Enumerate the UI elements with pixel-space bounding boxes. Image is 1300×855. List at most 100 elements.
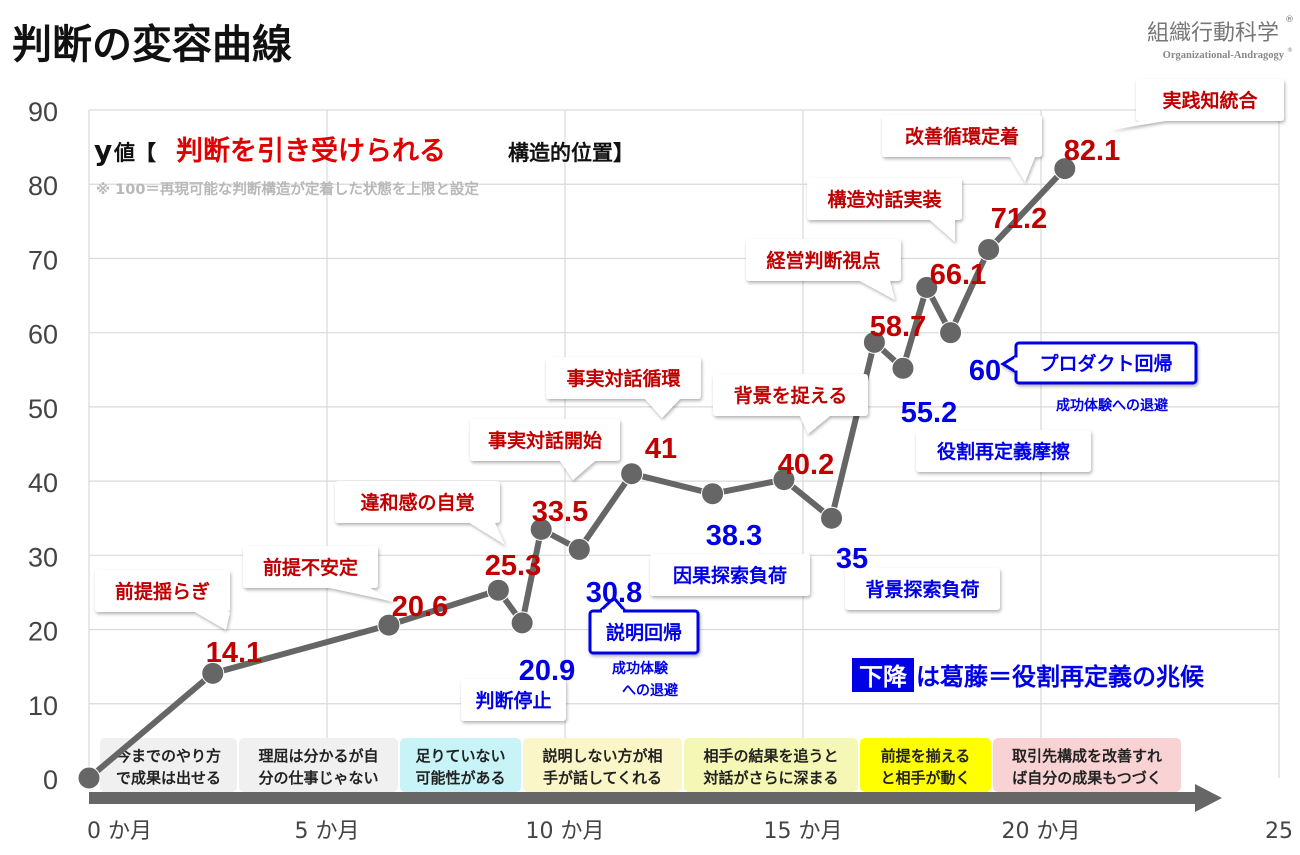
callout-box: [882, 115, 1042, 157]
callout: [807, 178, 962, 242]
axes: 0 10 20 30 40 50 60 70 80 90 0 か月 5 か月 10 か月 15 か月 20 …: [28, 97, 1293, 844]
stage-text-line1: 足りていない: [415, 747, 505, 765]
legend: 下降 は葛藤＝役割再定義の兆候: [852, 658, 1205, 692]
callout-box: [1136, 79, 1284, 121]
x-tick-label: 0 か月: [87, 819, 152, 844]
x-tick-label: 5 か月: [295, 819, 360, 844]
legend-highlight-bg: [852, 658, 914, 692]
decline-annotation: 因果探索負荷 38.3: [650, 520, 810, 596]
value-label: 60: [969, 355, 1001, 387]
stage-text-line1: 前提を揃える: [881, 747, 971, 765]
stage-text-line1: 取引先構成を改善すれ: [1012, 747, 1162, 765]
callout: [882, 115, 1042, 182]
x-tick-label: 20 か月: [1002, 819, 1081, 844]
y-tick-label: 60: [28, 320, 58, 350]
rise-annotation: 背景を捉える 40.2: [713, 374, 868, 481]
value-label: 41: [645, 433, 677, 465]
callout-tail: [800, 416, 830, 434]
callout-text: 背景探索負荷: [865, 578, 979, 601]
callout-text: 改善循環定着: [905, 125, 1019, 148]
stage-text-line2: 手が話してくれる: [543, 769, 662, 787]
callout-text: 実践知統合: [1162, 89, 1258, 112]
callout-tail: [330, 588, 395, 602]
callout: [845, 560, 1000, 610]
callout-tail: [195, 612, 230, 630]
callout-tail: [930, 220, 955, 242]
callout: [335, 481, 505, 545]
stage-boxes: 今までのやり方で成果は出せる理屈は分かるが自分の仕事じゃない足りていない可能性が…: [100, 738, 1181, 792]
callout-text: 前提揺らぎ: [115, 580, 210, 603]
callout-text: 役割再定義摩擦: [937, 440, 1070, 463]
callout-text: 説明回帰: [606, 621, 682, 644]
data-point: [701, 482, 725, 506]
stage-text-line1: 今までのやり方: [115, 747, 221, 765]
rise-annotation: 事実対話開始 33.5: [470, 419, 620, 528]
callout: [650, 540, 810, 596]
callout-box: [650, 554, 810, 596]
callout-box: [916, 430, 1091, 472]
value-label: 82.1: [1064, 135, 1120, 167]
stage-text-line2: 可能性がある: [415, 769, 505, 787]
stage-text-line1: 相手の結果を追うと: [703, 747, 838, 765]
callout: [95, 570, 230, 630]
data-point: [820, 506, 844, 530]
rise-annotation: 実践知統合 82.1: [1064, 79, 1284, 167]
stage-text-line2: ば自分の成果もつづく: [1012, 769, 1161, 787]
brand-mark: ®: [1285, 15, 1294, 25]
callout-text: 判断停止: [475, 689, 551, 712]
callout: [243, 546, 395, 602]
data-point: [529, 517, 553, 541]
value-label: 20.9: [519, 655, 575, 687]
rise-annotation: 経営判断視点 58.7: [746, 239, 926, 343]
data-point: [862, 330, 886, 354]
x-axis-arrow-body: [89, 792, 1197, 804]
y-tick-label: 70: [28, 245, 58, 275]
callout-text: 構造対話実装: [827, 188, 941, 211]
value-label: 35: [836, 543, 868, 575]
callout: [461, 660, 566, 721]
callout-tail: [645, 399, 680, 418]
data-point: [377, 613, 401, 637]
callout: [713, 374, 868, 434]
data-point: [567, 537, 591, 561]
callout-tail: [560, 461, 595, 480]
stage-box-bg: [684, 738, 858, 792]
stage-box-bg: [523, 738, 682, 792]
rise-annotation: 前提不安定 20.6: [243, 546, 448, 623]
legend-highlight: 下降: [859, 663, 908, 691]
callout-text: 前提不安定: [263, 556, 358, 579]
y-tick-label: 20: [28, 617, 58, 647]
y-tick-label: 80: [28, 171, 58, 201]
x-tick-label: 15 か月: [764, 819, 843, 844]
legend-text: は葛藤＝役割再定義の兆候: [916, 663, 1205, 691]
callout-box: [95, 570, 230, 612]
value-label: 20.6: [392, 591, 448, 623]
callout-box: [845, 568, 1000, 610]
decline-annotation: 背景探索負荷 35: [836, 543, 1000, 610]
y-tick-label: 0: [43, 765, 58, 795]
callout-text: 経営判断視点: [766, 249, 880, 272]
callout-tail: [1000, 353, 1018, 375]
stage-box-bg: [860, 738, 991, 792]
sub-note-line2: への退避: [622, 682, 678, 699]
brand-subtitle: Organizational-Andragogy: [1163, 50, 1285, 61]
info-box: y 値【 判断を引き受けられる 構造的位置】 ※ 100＝再現可能な判断構造が定…: [94, 134, 634, 198]
info-note: ※ 100＝再現可能な判断構造が定着した状態を上限と設定: [96, 180, 479, 198]
data-point: [510, 611, 534, 635]
decline-annotation: 役割再定義摩擦 55.2: [901, 397, 1091, 472]
callout-box: [461, 679, 566, 721]
callout-tail: [860, 281, 895, 300]
stage-box-bg: [100, 738, 237, 792]
callout-tail: [855, 560, 880, 568]
callout-tail: [470, 523, 505, 545]
stage-text-line1: 説明しない方が相: [542, 747, 662, 765]
data-point: [977, 238, 1001, 262]
callout-box: [807, 178, 962, 220]
stage-text-line2: 分の仕事じゃない: [258, 769, 378, 787]
